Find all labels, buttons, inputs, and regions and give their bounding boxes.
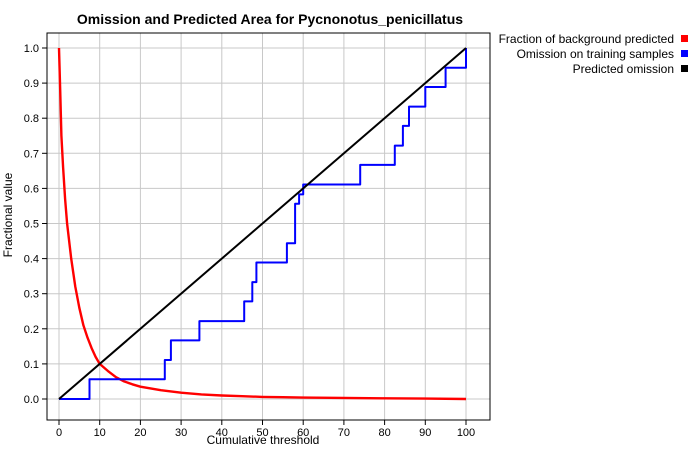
legend-swatch (681, 35, 688, 42)
x-axis-label: Cumulative threshold (207, 433, 320, 447)
legend-item-training-omission: Omission on training samples (517, 47, 688, 61)
x-tick-label: 100 (457, 427, 475, 439)
series-training-omission (59, 48, 467, 400)
x-tick-label: 70 (338, 427, 350, 439)
y-tick-label: 0.1 (24, 359, 39, 371)
legend-label: Fraction of background predicted (499, 32, 674, 46)
x-tick-label: 10 (94, 427, 106, 439)
x-tick-label: 90 (419, 427, 431, 439)
x-tick-label: 80 (378, 427, 390, 439)
y-tick-label: 0.6 (24, 183, 39, 195)
y-tick-label: 1.0 (24, 43, 39, 55)
legend-item-predicted-omission: Predicted omission (573, 62, 688, 76)
y-tick-label: 0.8 (24, 113, 39, 125)
y-axis-ticks: 0.0 0.1 0.2 0.3 0.4 0.5 0.6 0.7 0.8 0.9 1.0 (24, 43, 47, 406)
x-tick-label: 30 (175, 427, 187, 439)
y-tick-label: 0.4 (24, 254, 39, 266)
x-tick-label: 20 (134, 427, 146, 439)
legend-swatch (681, 50, 688, 57)
legend: Fraction of background predictedOmission… (499, 32, 688, 76)
legend-item-background-predicted: Fraction of background predicted (499, 32, 688, 46)
series-predicted-omission (58, 47, 467, 400)
y-axis-label: Fractional value (1, 172, 15, 257)
legend-swatch (681, 65, 688, 72)
legend-label: Omission on training samples (517, 47, 674, 61)
y-tick-label: 0.0 (24, 394, 39, 406)
y-tick-label: 0.3 (24, 289, 39, 301)
x-tick-label: 60 (297, 427, 309, 439)
plot-frame (46, 32, 491, 421)
x-axis-ticks: 0 10 20 30 40 50 60 70 80 90 100 (56, 420, 475, 439)
y-tick-label: 0.5 (24, 219, 39, 231)
x-tick-label: 0 (56, 427, 62, 439)
x-tick-label: 40 (216, 427, 228, 439)
legend-label: Predicted omission (573, 62, 674, 76)
y-tick-label: 0.2 (24, 324, 39, 336)
y-tick-label: 0.7 (24, 148, 39, 160)
series-background-predicted (57, 47, 467, 401)
series-group (57, 47, 467, 401)
x-tick-label: 50 (256, 427, 268, 439)
chart-title: Omission and Predicted Area for Pycnonot… (77, 11, 463, 27)
y-tick-label: 0.9 (24, 78, 39, 90)
grid-lines (47, 33, 490, 420)
